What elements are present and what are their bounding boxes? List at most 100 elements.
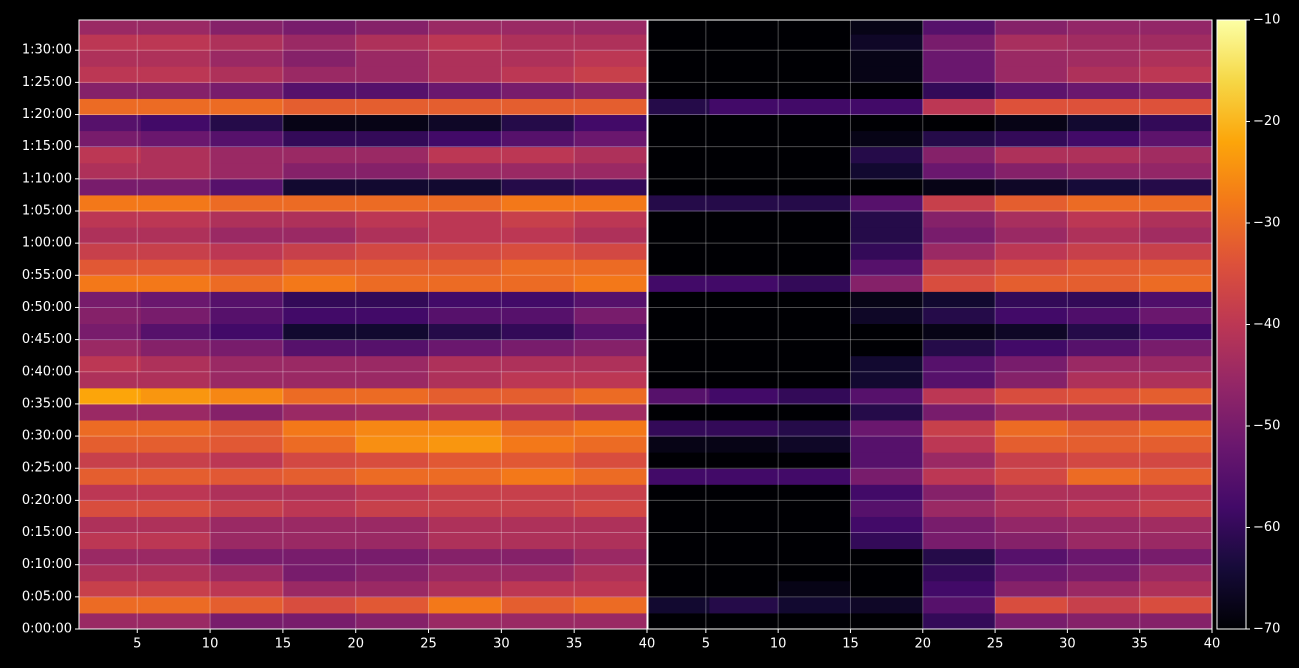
heatmap-cell — [1067, 419, 1141, 437]
heatmap-cell — [501, 66, 575, 83]
heatmap-cell — [709, 532, 779, 550]
heatmap-cell — [210, 436, 284, 453]
heatmap-cell — [778, 323, 851, 341]
heatmap-cell — [995, 20, 1068, 35]
heatmap-cell — [210, 452, 284, 469]
heatmap-cell — [140, 227, 211, 244]
heatmap-cell — [922, 419, 996, 437]
heatmap-cell — [355, 227, 430, 244]
heatmap-cell — [922, 178, 996, 196]
heatmap-cell — [1067, 452, 1141, 469]
heatmap-cell — [1067, 564, 1141, 582]
colorbar-tick-label: −20 — [1253, 114, 1280, 129]
heatmap-cell — [574, 227, 648, 244]
heatmap-cell — [648, 307, 710, 325]
heatmap-cell — [79, 307, 142, 325]
heatmap-cell — [778, 50, 851, 67]
heatmap-cell — [140, 596, 211, 614]
heatmap-cell — [850, 596, 924, 614]
heatmap-cell — [1139, 516, 1213, 534]
heatmap-cell — [574, 146, 648, 164]
heatmap-cell — [709, 98, 779, 116]
x-tick-label: 5 — [133, 637, 141, 652]
heatmap-cell — [428, 500, 502, 517]
heatmap-cell — [1139, 291, 1213, 308]
heatmap-cell — [574, 194, 648, 212]
heatmap-cell — [995, 580, 1068, 598]
heatmap-cell — [428, 307, 502, 325]
heatmap-cell — [355, 82, 430, 99]
heatmap-cell — [922, 210, 996, 228]
heatmap-cell — [709, 20, 779, 35]
y-tick-label: 0:55:00 — [22, 268, 72, 283]
heatmap-cell — [355, 500, 430, 517]
plot-frame — [647, 19, 1213, 630]
heatmap-cell — [140, 178, 211, 196]
heatmap-cell — [282, 307, 357, 325]
heatmap-cell — [995, 162, 1068, 180]
heatmap-cell — [778, 291, 851, 308]
heatmap-cell — [648, 291, 710, 308]
heatmap-cell — [210, 484, 284, 501]
heatmap-cell — [995, 82, 1068, 99]
heatmap-cell — [1067, 596, 1141, 614]
heatmap-cell — [355, 275, 430, 292]
heatmap-cell — [709, 243, 779, 260]
x-tick-label: 15 — [275, 637, 292, 652]
heatmap-cell — [922, 66, 996, 83]
heatmap-cell — [995, 516, 1068, 534]
heatmap-cell — [79, 612, 142, 630]
x-tick-label: 20 — [914, 637, 931, 652]
heatmap-cell — [922, 98, 996, 116]
heatmap-cell — [574, 468, 648, 485]
heatmap-cell — [574, 484, 648, 501]
heatmap-cell — [648, 596, 710, 614]
heatmap-cell — [79, 130, 142, 148]
heatmap-cell — [140, 210, 211, 228]
heatmap-cell — [140, 500, 211, 517]
y-tick-label: 0:15:00 — [22, 525, 72, 540]
heatmap-cell — [709, 66, 779, 83]
heatmap-cell — [79, 178, 142, 196]
heatmap-cell — [1139, 484, 1213, 501]
heatmap-cell — [574, 259, 648, 276]
heatmap-cell — [778, 146, 851, 164]
y-tick-label: 1:10:00 — [22, 171, 72, 186]
heatmap-cell — [428, 548, 502, 566]
y-tick-label: 0:20:00 — [22, 493, 72, 508]
heatmap-cell — [140, 259, 211, 276]
heatmap-cell — [140, 34, 211, 51]
heatmap-cell — [1067, 194, 1141, 212]
heatmap-cell — [574, 564, 648, 582]
heatmap-cell — [428, 468, 502, 485]
heatmap-cell — [850, 516, 924, 534]
heatmap-cell — [501, 98, 575, 116]
x-tick-label: 20 — [347, 637, 364, 652]
heatmap-cell — [355, 339, 430, 357]
heatmap-cell — [995, 355, 1068, 373]
heatmap-cell — [79, 339, 142, 357]
heatmap-cell — [922, 403, 996, 421]
heatmap-cell — [648, 275, 710, 292]
heatmap-cell — [709, 419, 779, 437]
heatmap-cell — [778, 114, 851, 132]
heatmap-cell — [355, 130, 430, 148]
heatmap-cell — [210, 210, 284, 228]
heatmap-cell — [850, 612, 924, 630]
heatmap-cell — [210, 259, 284, 276]
heatmap-cell — [355, 243, 430, 260]
heatmap-cell — [355, 452, 430, 469]
colorbar-tick-label: −60 — [1253, 520, 1280, 535]
heatmap-cell — [709, 387, 779, 405]
heatmap-cell — [1067, 323, 1141, 341]
heatmap-cell — [574, 307, 648, 325]
heatmap-cell — [355, 484, 430, 501]
heatmap-cell — [709, 548, 779, 566]
heatmap-cell — [501, 20, 575, 35]
heatmap-cell — [648, 339, 710, 357]
heatmap-cell — [282, 580, 357, 598]
heatmap-cell — [1139, 194, 1213, 212]
heatmap-cell — [778, 210, 851, 228]
heatmap-cell — [140, 612, 211, 630]
heatmap-cell — [1139, 323, 1213, 341]
